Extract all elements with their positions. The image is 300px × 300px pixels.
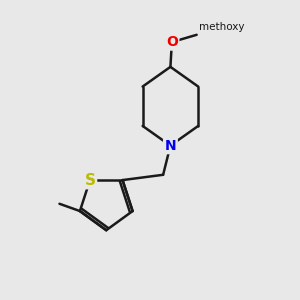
Text: methoxy: methoxy	[199, 22, 244, 32]
Text: S: S	[85, 172, 95, 188]
Text: N: N	[165, 139, 176, 153]
Text: O: O	[166, 35, 178, 49]
